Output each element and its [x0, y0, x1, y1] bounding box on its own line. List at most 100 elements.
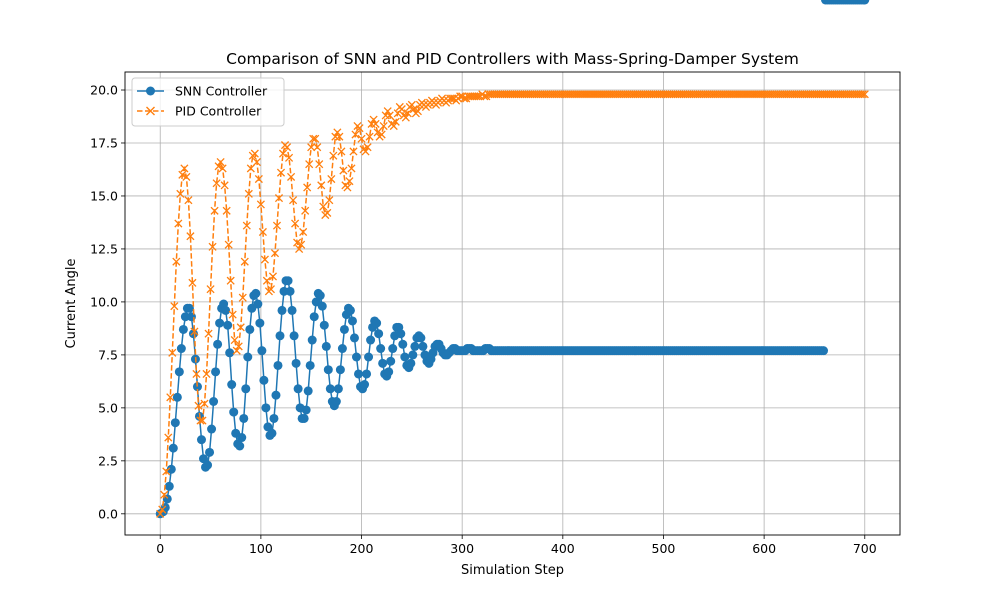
data-point	[184, 196, 193, 205]
data-point	[190, 327, 199, 336]
data-point	[162, 494, 172, 504]
data-point	[274, 194, 284, 203]
data-point	[228, 310, 237, 319]
data-point	[200, 399, 209, 408]
data-point	[289, 196, 298, 205]
data-point	[172, 392, 182, 402]
data-point	[401, 113, 410, 122]
data-point	[268, 272, 278, 281]
data-point	[293, 238, 302, 247]
data-point	[223, 320, 233, 330]
data-point	[182, 172, 191, 181]
data-point	[333, 128, 342, 137]
data-point	[343, 183, 352, 192]
data-point	[194, 401, 203, 410]
data-point	[345, 177, 354, 186]
data-point	[241, 384, 251, 394]
data-point	[305, 160, 314, 169]
data-point	[245, 324, 255, 334]
data-point	[325, 196, 334, 205]
data-point	[174, 219, 183, 228]
data-point	[243, 352, 253, 362]
data-point	[295, 244, 304, 253]
legend-item-pid: PID Controller	[137, 104, 262, 119]
data-point	[315, 291, 325, 301]
legend-circle-marker-icon	[146, 86, 155, 96]
data-point	[162, 467, 171, 476]
data-point	[207, 424, 217, 434]
data-point	[172, 257, 181, 266]
data-point	[349, 147, 358, 156]
data-point	[389, 121, 398, 131]
data-point	[331, 397, 341, 406]
data-point	[215, 318, 225, 328]
data-point	[386, 356, 396, 366]
data-point	[271, 390, 281, 400]
data-point	[202, 369, 211, 379]
data-point	[374, 329, 384, 339]
data-point	[819, 346, 829, 356]
y-tick-label: 15.0	[90, 188, 118, 203]
data-point	[236, 323, 245, 332]
legend-item-snn: SNN Controller	[137, 84, 268, 99]
data-point	[238, 293, 247, 302]
data-point	[410, 341, 420, 351]
data-point	[252, 157, 261, 167]
data-point	[208, 242, 217, 251]
data-point	[176, 344, 186, 354]
data-point	[270, 249, 280, 258]
plot-area	[155, 0, 870, 519]
data-point	[168, 348, 177, 357]
data-point	[448, 94, 457, 103]
x-tick-label: 600	[752, 541, 776, 556]
y-tick-label: 0.0	[98, 506, 118, 521]
data-point	[255, 318, 265, 328]
data-point	[860, 90, 869, 99]
data-point	[224, 240, 233, 249]
data-point	[333, 384, 343, 394]
data-point	[474, 92, 483, 101]
data-point	[369, 115, 378, 124]
data-point	[225, 348, 235, 358]
data-point	[456, 92, 465, 101]
data-point	[335, 132, 344, 141]
data-point	[309, 134, 318, 143]
axes-frame	[124, 71, 901, 536]
data-point	[377, 130, 386, 139]
data-point	[416, 333, 426, 343]
data-point	[205, 447, 215, 457]
data-point	[309, 312, 319, 322]
y-tick-label: 2.5	[98, 453, 118, 468]
data-point	[397, 105, 406, 114]
data-point	[277, 305, 287, 315]
data-point	[418, 341, 428, 351]
data-point	[315, 160, 324, 169]
data-point	[345, 305, 355, 315]
data-point	[212, 179, 221, 188]
y-tick-label: 5.0	[98, 400, 118, 415]
data-point	[188, 278, 197, 287]
data-point	[221, 305, 231, 315]
data-point	[301, 206, 310, 215]
data-point	[329, 151, 338, 160]
data-point	[372, 318, 382, 328]
data-point	[168, 443, 178, 453]
data-point	[319, 202, 328, 211]
data-point	[278, 149, 288, 158]
data-point	[398, 339, 408, 349]
data-point	[385, 111, 394, 120]
data-point	[351, 352, 361, 362]
data-point	[209, 397, 219, 406]
data-point	[858, 90, 867, 99]
data-point	[480, 92, 489, 101]
data-point	[250, 149, 259, 158]
data-point	[239, 413, 249, 423]
data-point	[289, 331, 299, 341]
data-point	[323, 365, 333, 375]
data-point	[222, 206, 231, 215]
legend-box	[131, 77, 285, 127]
data-point	[291, 219, 300, 228]
data-point	[272, 221, 282, 230]
data-point	[166, 393, 175, 402]
data-point	[388, 344, 398, 354]
